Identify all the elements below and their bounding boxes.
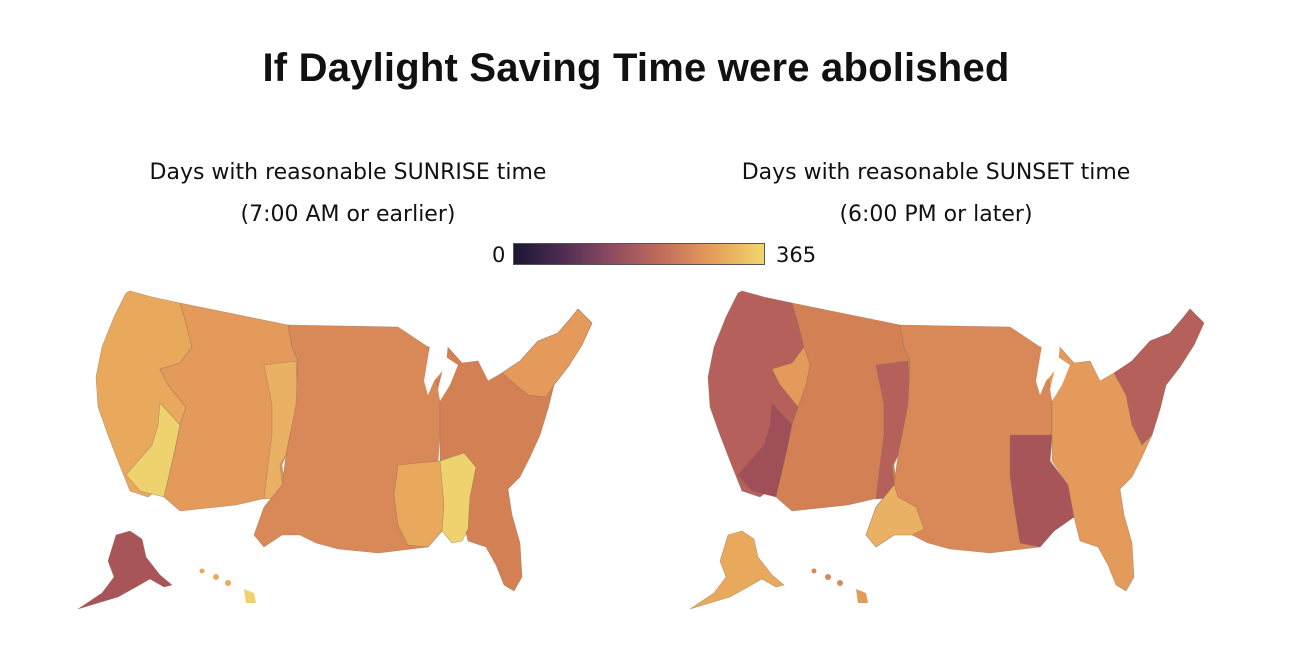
mountain-west-band [771,346,811,408]
alaska [689,530,785,610]
eastern-northeast [1113,308,1205,446]
sunset-subtitle: Days with reasonable SUNSET time (6:00 P… [676,152,1196,236]
sunset-map [689,290,1205,610]
great-lakes [424,343,458,401]
legend-max-label: 365 [776,243,817,267]
eastern-northeast [501,308,593,398]
great-lakes [1036,343,1070,401]
sunset-subtitle-line2: (6:00 PM or later) [839,202,1033,227]
legend-color-bar [513,243,765,265]
sunrise-subtitle-line1: Days with reasonable SUNRISE time [149,160,547,185]
sunrise-subtitle-line2: (7:00 AM or earlier) [240,202,456,227]
alaska [77,530,173,610]
legend-min-label: 0 [492,243,506,267]
sunrise-map [77,290,593,610]
eastern-southwest-band [439,452,477,544]
central-east-band [1009,434,1075,548]
sunset-subtitle-line1: Days with reasonable SUNSET time [741,160,1131,185]
color-legend: 0 365 [486,240,826,270]
sunrise-subtitle: Days with reasonable SUNRISE time (7:00 … [88,152,608,236]
central-southwest-band [865,484,925,548]
hawaii [811,568,868,603]
chart-title: If Daylight Saving Time were abolished [262,46,1010,90]
hawaii [199,568,256,603]
